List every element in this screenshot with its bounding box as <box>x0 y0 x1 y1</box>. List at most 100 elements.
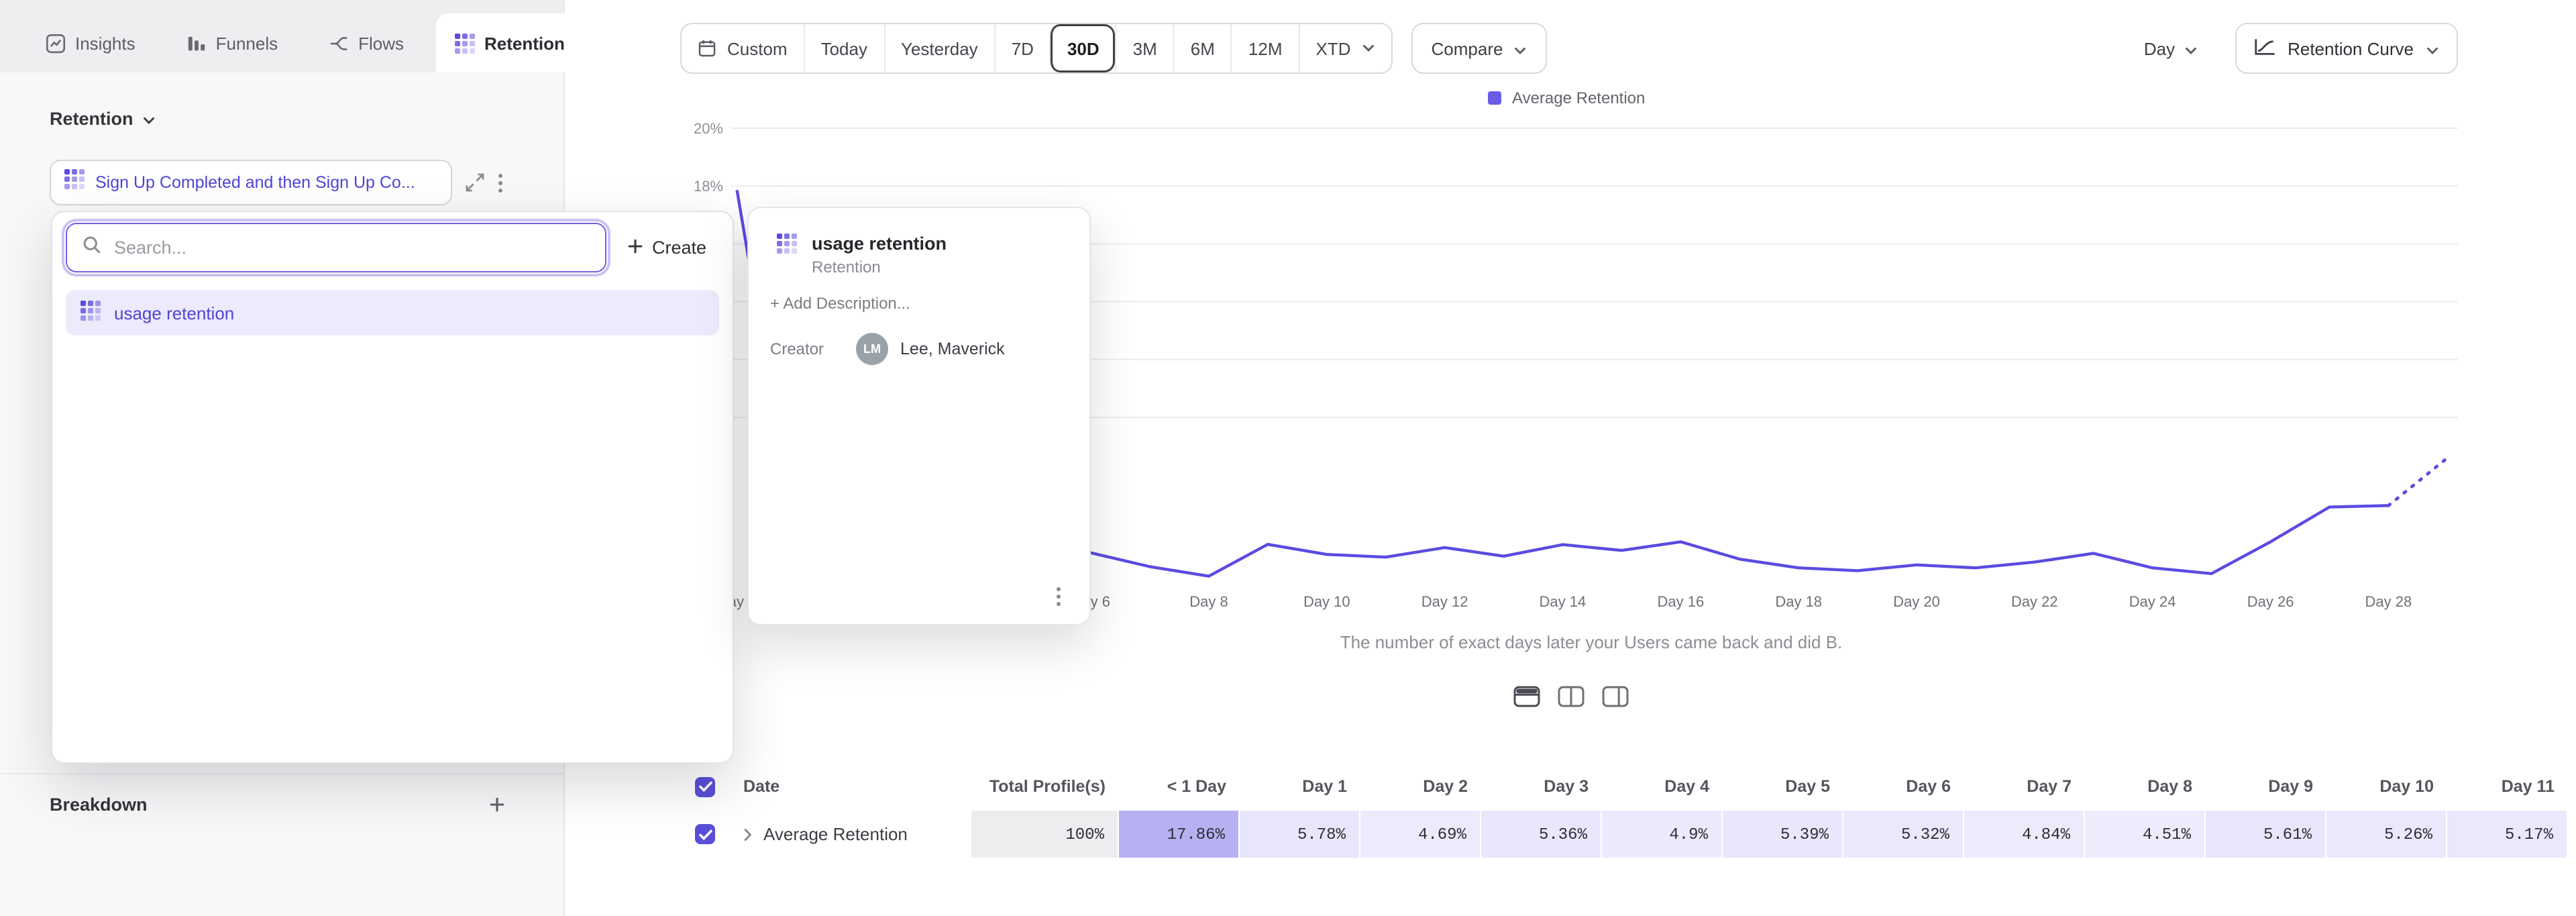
chevron-down-icon <box>143 109 156 129</box>
retention-value-cell[interactable]: 4.84% <box>1964 811 2085 858</box>
search-result-usage-retention[interactable]: usage retention <box>66 290 719 336</box>
column-header-1-day[interactable]: < 1 Day <box>1119 777 1240 796</box>
tab-insights[interactable]: Insights <box>27 13 154 72</box>
range-today[interactable]: Today <box>804 24 883 72</box>
range-3m[interactable]: 3M <box>1116 24 1173 72</box>
retention-value-cell[interactable]: 4.9% <box>1602 811 1723 858</box>
range-7d[interactable]: 7D <box>994 24 1050 72</box>
chart-caption: The number of exact days later your User… <box>726 632 2457 652</box>
retention-value-cell[interactable]: 5.32% <box>1843 811 1964 858</box>
range-xtd[interactable]: XTD <box>1299 24 1391 72</box>
report-title[interactable]: usage retention <box>812 234 947 254</box>
range-custom[interactable]: Custom <box>682 24 804 72</box>
retention-icon <box>455 33 475 53</box>
creator-label: Creator <box>770 340 824 358</box>
range-label: Today <box>821 38 867 58</box>
range-12m[interactable]: 12M <box>1231 24 1299 72</box>
column-header-day-3[interactable]: Day 3 <box>1481 777 1602 796</box>
retention-curve-icon <box>2254 37 2275 60</box>
plus-icon <box>628 238 643 258</box>
creator-row: Creator LM Lee, Maverick <box>770 333 1089 365</box>
range-label: Custom <box>727 38 788 58</box>
svg-text:18%: 18% <box>694 178 723 195</box>
retention-value-cell[interactable]: 4.51% <box>2085 811 2206 858</box>
table-header-row: DateTotal Profile(s)< 1 DayDay 1Day 2Day… <box>695 768 2568 805</box>
search-input[interactable] <box>114 238 590 258</box>
svg-text:Day 24: Day 24 <box>2129 593 2176 610</box>
retention-value-cell[interactable]: 5.78% <box>1240 811 1360 858</box>
range-6m[interactable]: 6M <box>1173 24 1231 72</box>
svg-text:Day 22: Day 22 <box>2011 593 2058 610</box>
date-range-toolbar: Custom Today Yesterday 7D30D3M6M12M XTD Comp… <box>680 23 1547 74</box>
tab-funnels[interactable]: Funnels <box>168 13 297 72</box>
breakdown-section: Breakdown <box>0 773 564 815</box>
total-profiles-cell: 100% <box>971 811 1119 858</box>
chart-legend: Average Retention <box>1488 89 1645 107</box>
retention-value-cell[interactable]: 5.17% <box>2447 811 2568 858</box>
right-panel-view-icon[interactable] <box>1602 686 1629 707</box>
column-header-day-6[interactable]: Day 6 <box>1843 777 1964 796</box>
retention-value-cell[interactable]: 4.69% <box>1360 811 1481 858</box>
range-yesterday[interactable]: Yesterday <box>883 24 994 72</box>
column-header-day-2[interactable]: Day 2 <box>1360 777 1481 796</box>
create-button[interactable]: Create <box>628 238 706 258</box>
column-header-day-1[interactable]: Day 1 <box>1240 777 1360 796</box>
report-type-tabs: Insights Funnels Flows Retention <box>0 0 564 72</box>
column-header-day-10[interactable]: Day 10 <box>2326 777 2447 796</box>
retention-value-cell[interactable]: 5.26% <box>2326 811 2447 858</box>
compare-button[interactable]: Compare <box>1411 23 1548 74</box>
report-search-dropdown: Create usage retention <box>51 211 734 764</box>
chevron-down-icon <box>1362 44 1375 52</box>
chevron-down-icon <box>2426 38 2439 58</box>
breakdown-label: Breakdown <box>50 795 148 815</box>
column-header-total-profile-s[interactable]: Total Profile(s) <box>971 777 1119 796</box>
tab-label: Flows <box>358 33 404 53</box>
column-header-day-7[interactable]: Day 7 <box>1964 777 2085 796</box>
chevron-down-icon <box>2184 38 2198 58</box>
retention-step-row: Sign Up Completed and then Sign Up Co... <box>50 160 503 205</box>
column-header-day-11[interactable]: Day 11 <box>2447 777 2568 796</box>
column-header-day-4[interactable]: Day 4 <box>1602 777 1723 796</box>
granularity-label: Day <box>2144 38 2175 58</box>
vertical-split-view-icon[interactable] <box>1558 686 1585 707</box>
tab-label: Funnels <box>216 33 278 53</box>
granularity-dropdown[interactable]: Day <box>2144 38 2198 58</box>
range-label: Yesterday <box>901 38 978 58</box>
select-all-checkbox[interactable] <box>695 776 715 797</box>
collapse-expand-icon[interactable] <box>466 173 484 192</box>
retention-value-cell[interactable]: 5.61% <box>2206 811 2326 858</box>
retention-step[interactable]: Sign Up Completed and then Sign Up Co... <box>50 160 452 205</box>
step-kebab-menu-icon[interactable] <box>498 172 503 193</box>
search-icon <box>82 234 102 261</box>
chart-options-toolbar: Day Retention Curve <box>2144 23 2458 74</box>
svg-text:Day 20: Day 20 <box>1893 593 1940 610</box>
expand-row-icon[interactable] <box>743 827 753 841</box>
column-header-day-8[interactable]: Day 8 <box>2085 777 2206 796</box>
retention-grid-icon <box>777 234 797 276</box>
retention-section-header[interactable]: Retention <box>50 109 156 129</box>
add-description-button[interactable]: + Add Description... <box>770 294 1089 313</box>
card-kebab-menu-icon[interactable] <box>1056 587 1061 613</box>
step-label: Sign Up Completed and then Sign Up Co... <box>95 173 415 192</box>
range-label: XTD <box>1316 38 1351 58</box>
flows-icon <box>329 33 349 53</box>
row-label[interactable]: Average Retention <box>743 811 971 858</box>
column-header-date[interactable]: Date <box>743 777 971 796</box>
add-breakdown-icon[interactable] <box>490 797 504 812</box>
retention-value-cell[interactable]: 17.86% <box>1119 811 1240 858</box>
column-header-day-5[interactable]: Day 5 <box>1723 777 1843 796</box>
row-checkbox[interactable] <box>695 824 715 844</box>
tab-retention[interactable]: Retention <box>436 13 584 72</box>
retention-table: DateTotal Profile(s)< 1 DayDay 1Day 2Day… <box>695 768 2568 858</box>
tab-flows[interactable]: Flows <box>310 13 423 72</box>
tab-label: Retention <box>484 33 565 53</box>
retention-value-cell[interactable]: 5.36% <box>1481 811 1602 858</box>
column-header-day-9[interactable]: Day 9 <box>2206 777 2326 796</box>
svg-text:Day 18: Day 18 <box>1775 593 1822 610</box>
range-30d[interactable]: 30D <box>1050 24 1116 72</box>
horizontal-split-view-icon[interactable] <box>1513 686 1540 707</box>
retention-grid-icon <box>80 301 101 325</box>
chart-type-dropdown[interactable]: Retention Curve <box>2235 23 2458 74</box>
svg-text:Day 12: Day 12 <box>1421 593 1468 610</box>
retention-value-cell[interactable]: 5.39% <box>1723 811 1843 858</box>
